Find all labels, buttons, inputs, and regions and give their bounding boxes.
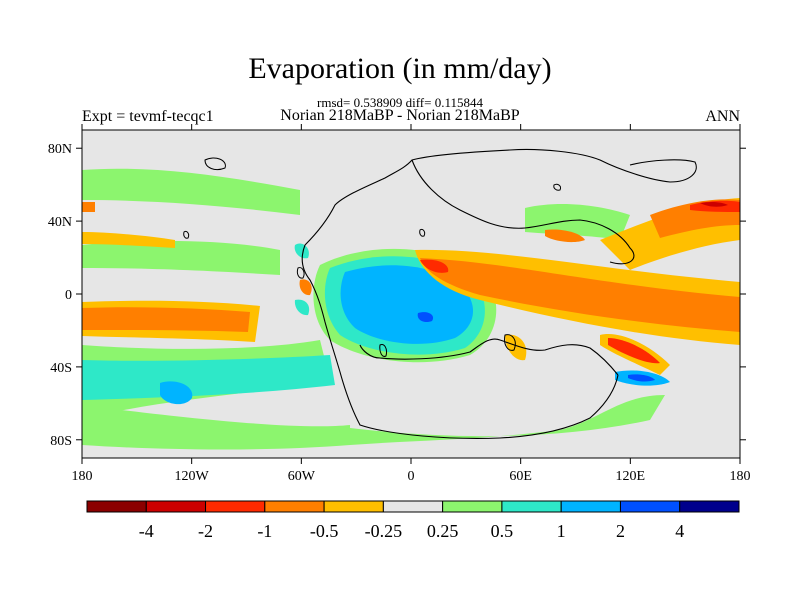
contour-band-negative — [82, 232, 175, 248]
colorbar-swatch — [560, 500, 621, 513]
colorbar-label: -1 — [257, 521, 272, 541]
colorbar-swatch — [205, 500, 266, 513]
lat-tick-label: 40N — [48, 215, 72, 230]
colorbar-swatch — [442, 500, 503, 513]
contour-band-negative — [82, 202, 95, 212]
contour-band-positive — [294, 243, 309, 259]
colorbar-swatch — [382, 500, 444, 513]
colorbar-swatch — [619, 500, 681, 513]
contour-band-positive — [417, 312, 434, 323]
contour-band-positive — [294, 299, 310, 316]
lat-tick-label: 40S — [50, 361, 72, 376]
season-label: ANN — [705, 108, 740, 125]
colorbar-label: -2 — [198, 521, 213, 541]
contour-band-positive — [350, 395, 665, 445]
lat-tick-label: 80N — [48, 142, 72, 157]
colorbar-label: -0.5 — [310, 521, 339, 541]
lat-tick-label: 0 — [65, 288, 72, 303]
contour-band-negative — [420, 259, 449, 273]
island-outline — [296, 267, 305, 279]
island-outline — [204, 157, 226, 171]
contour-band-positive — [160, 381, 193, 405]
colorbar-swatch — [145, 500, 207, 513]
longitude-axis: 180 120W 60W 0 60E 120E 180 — [72, 124, 751, 484]
contour-band-positive — [340, 265, 474, 344]
lon-tick-label: 0 — [408, 469, 415, 484]
lon-tick-label: 180 — [72, 469, 93, 484]
colorbar-label: 0.5 — [491, 521, 514, 541]
contour-band-negative — [545, 229, 585, 243]
plot-title: Evaporation (in mm/day) — [248, 52, 552, 85]
contour-band-positive — [82, 405, 350, 450]
island-outline — [553, 183, 561, 191]
lon-tick-label: 60E — [509, 469, 532, 484]
colorbar-label: -0.25 — [365, 521, 403, 541]
lat-tick-label: 80S — [50, 434, 72, 449]
map — [82, 130, 740, 458]
contour-band-negative — [299, 279, 312, 296]
island-outline — [183, 231, 190, 239]
contour-band-negative — [608, 338, 660, 364]
contour-band-positive — [82, 240, 280, 275]
colorbar-swatch — [679, 500, 740, 513]
colorbar-label: -4 — [139, 521, 154, 541]
contour-band-negative — [82, 307, 250, 332]
colorbar: -4 -2 -1 -0.5 -0.25 0.25 0.5 1 2 4 — [86, 500, 740, 541]
contour-band-positive — [82, 168, 300, 215]
lon-tick-label: 120W — [175, 469, 210, 484]
lon-tick-label: 180 — [730, 469, 751, 484]
contour-band-negative — [505, 334, 527, 361]
island-outline — [504, 334, 516, 351]
colorbar-swatch — [323, 500, 384, 513]
colorbar-label: 0.25 — [427, 521, 459, 541]
colorbar-label: 1 — [557, 521, 566, 541]
lon-tick-label: 60W — [288, 469, 316, 484]
colorbar-label: 2 — [616, 521, 625, 541]
comparison-label: Norian 218MaBP - Norian 218MaBP — [280, 107, 520, 124]
colorbar-swatch — [264, 500, 325, 513]
latitude-axis: 80N 40N 0 40S 80S — [48, 142, 746, 449]
contour-fill-layer — [82, 168, 740, 450]
colorbar-swatch — [501, 500, 562, 513]
experiment-label: Expt = tevmf-tecqc1 — [82, 108, 214, 125]
contour-band-negative — [420, 258, 740, 332]
continent-outline — [301, 148, 697, 439]
contour-band-positive — [82, 355, 335, 400]
lon-tick-label: 120E — [616, 469, 646, 484]
stats-line: rmsd= 0.538909 diff= 0.115844 — [317, 95, 483, 110]
island-outline — [379, 344, 387, 357]
island-outline — [419, 229, 426, 237]
colorbar-label: 4 — [675, 521, 684, 541]
contour-band-negative — [700, 201, 728, 207]
colorbar-swatch — [86, 500, 147, 513]
contour-band-positive — [628, 374, 655, 382]
